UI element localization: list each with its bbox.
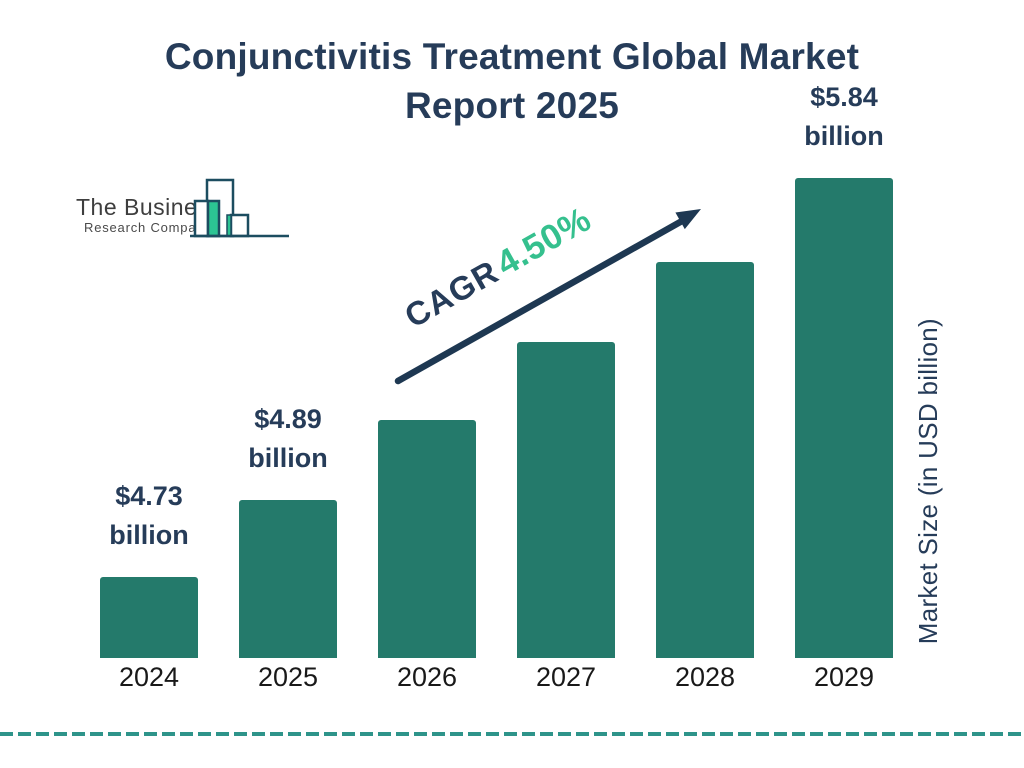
- company-logo: The Business Research Company: [70, 170, 300, 250]
- logo-text-secondary: Research Company: [84, 220, 212, 235]
- cagr-annotation: CAGR 4.50%: [380, 190, 616, 347]
- bar-2024: [100, 577, 198, 658]
- bar-2027: [517, 342, 615, 658]
- value-label-2024: $4.73 billion: [109, 481, 189, 550]
- x-tick-2028: 2028: [674, 662, 736, 692]
- x-tick-2025: 2025: [257, 662, 319, 692]
- cagr-value: 4.50%: [489, 199, 598, 284]
- title-line-1: Conjunctivitis Treatment Global Market: [164, 36, 860, 77]
- bar-2029: [795, 178, 893, 658]
- value-label-2025: $4.89 billion: [248, 404, 328, 473]
- y-axis-label: Market Size (in USD billion): [913, 318, 943, 645]
- page-title: Conjunctivitis Treatment Global Market R…: [0, 32, 1024, 130]
- title-line-2: Report 2025: [404, 85, 619, 126]
- x-tick-2029: 2029: [813, 662, 875, 692]
- x-tick-2026: 2026: [396, 662, 458, 692]
- bar-2025: [239, 500, 337, 658]
- bar-2028: [656, 262, 754, 658]
- logo-bars-icon: [190, 178, 289, 238]
- bottom-dashed-divider: [0, 732, 1024, 736]
- x-tick-2024: 2024: [118, 662, 180, 692]
- value-label-2029: $5.84 billion: [804, 82, 884, 151]
- x-tick-2027: 2027: [535, 662, 597, 692]
- bar-2026: [378, 420, 476, 658]
- cagr-label: CAGR: [398, 252, 505, 335]
